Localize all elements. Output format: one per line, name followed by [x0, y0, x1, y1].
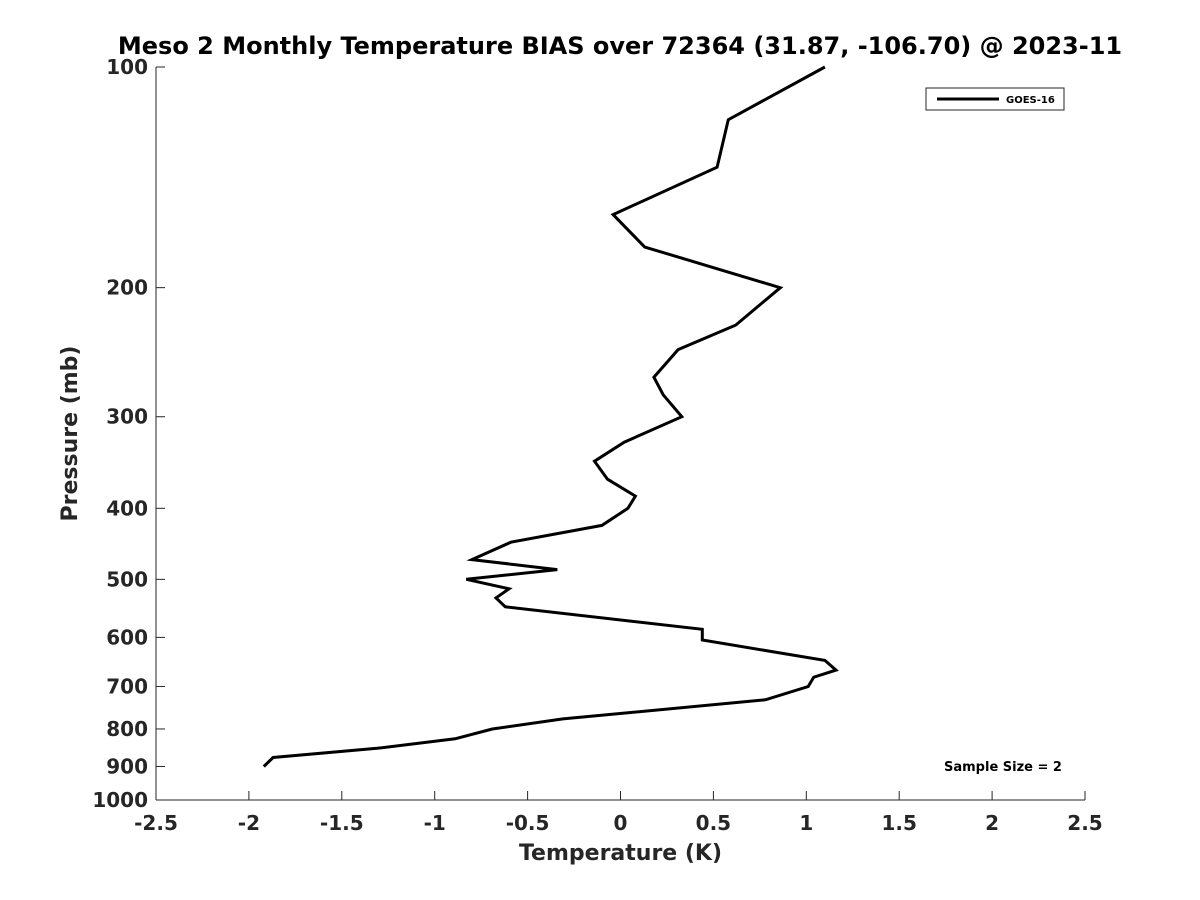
y-tick-label: 700 — [106, 674, 148, 698]
sample-size-annotation: Sample Size = 2 — [944, 760, 1062, 775]
x-tick-label: -0.5 — [506, 811, 550, 835]
y-tick-label: 600 — [106, 625, 148, 649]
y-tick-label: 1000 — [92, 788, 148, 812]
x-tick-label: 2.5 — [1067, 811, 1102, 835]
y-tick-label: 400 — [106, 496, 148, 520]
y-tick-label: 800 — [106, 717, 148, 741]
x-tick-label: -2 — [238, 811, 260, 835]
chart-title: Meso 2 Monthly Temperature BIAS over 723… — [118, 32, 1122, 60]
y-tick-label: 100 — [106, 55, 148, 79]
x-tick-label: 1.5 — [881, 811, 916, 835]
y-axis-label: Pressure (mb) — [58, 346, 83, 522]
y-tick-label: 200 — [106, 276, 148, 300]
x-tick-label: -2.5 — [134, 811, 178, 835]
y-tick-label: 300 — [106, 405, 148, 429]
x-tick-label: 0.5 — [696, 811, 731, 835]
x-tick-label: 2 — [985, 811, 999, 835]
x-axis: -2.5 -2 -1.5 -1 -0.5 0 0.5 1 1.5 2 2.5 — [134, 791, 1103, 835]
x-tick-label: 1 — [799, 811, 813, 835]
x-tick-label: -1.5 — [320, 811, 364, 835]
legend: GOES-16 — [925, 87, 1065, 111]
y-tick-label: 900 — [106, 754, 148, 778]
y-axis: 100 200 300 400 500 600 700 800 900 1000 — [92, 55, 165, 812]
plot-area — [156, 67, 1085, 800]
x-tick-label: 0 — [614, 811, 628, 835]
y-tick-label: 500 — [106, 567, 148, 591]
series-line-goes-16 — [262, 65, 839, 768]
x-tick-label: -1 — [424, 811, 446, 835]
legend-label-goes-16: GOES-16 — [1006, 95, 1055, 106]
series-layer — [262, 65, 839, 768]
x-axis-label: Temperature (K) — [519, 841, 722, 866]
